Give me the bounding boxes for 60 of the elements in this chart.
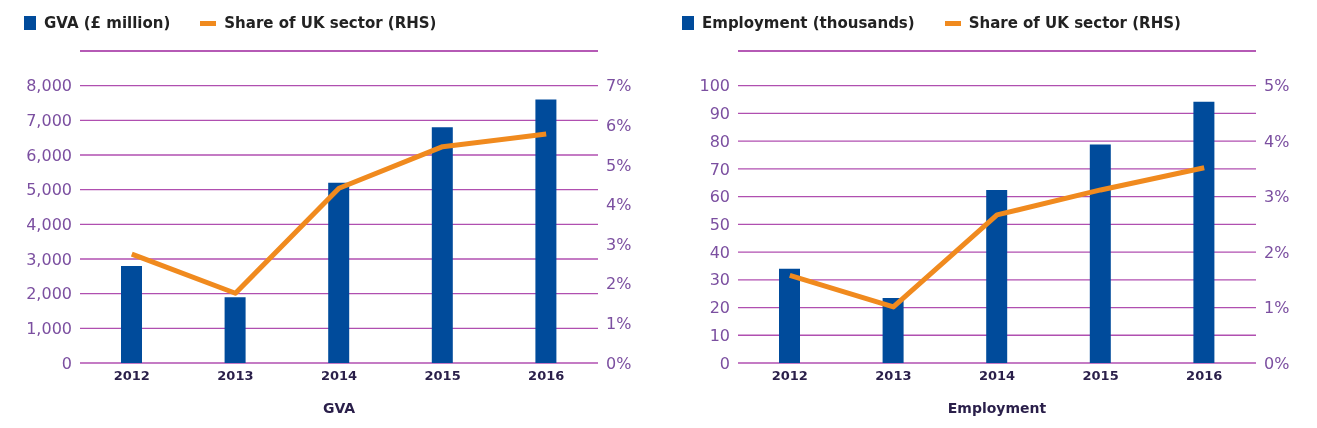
y-tick-label: 30	[709, 270, 730, 290]
y-tick-label: 20	[709, 298, 730, 318]
bar	[779, 268, 800, 363]
x-tick-label: 2014	[978, 368, 1016, 384]
y-tick-label: 0	[719, 353, 730, 373]
x-tick-label: 2013	[217, 368, 254, 384]
legend-label: GVA (£ million)	[44, 14, 171, 32]
x-axis-title: Employment	[947, 400, 1047, 416]
bar	[882, 298, 904, 363]
legend-label: Share of UK sector (RHS)	[224, 14, 437, 32]
y2-tick-label: 4%	[1264, 131, 1290, 151]
y-tick-label: 5,000	[26, 180, 72, 200]
y2-tick-label: 6%	[606, 115, 632, 135]
y2-tick-label: 2%	[1264, 242, 1290, 262]
bar	[1089, 144, 1111, 363]
legend-label: Share of UK sector (RHS)	[968, 14, 1181, 32]
y-tick-label: 6,000	[26, 145, 72, 165]
x-tick-label: 2013	[875, 368, 912, 384]
y-tick-label: 50	[709, 215, 730, 235]
y-tick-label: 100	[699, 76, 730, 96]
y2-tick-label: 1%	[1264, 298, 1290, 318]
y-tick-label: 0	[61, 353, 72, 373]
y2-tick-label: 7%	[606, 76, 632, 96]
y-tick-label: 4,000	[26, 215, 72, 235]
bar	[535, 99, 557, 363]
bar	[431, 127, 453, 363]
y-tick-label: 3,000	[26, 249, 72, 269]
y-tick-label: 2,000	[26, 284, 72, 304]
bar	[328, 182, 350, 363]
x-tick-label: 2014	[320, 368, 358, 384]
y-tick-label: 7,000	[26, 111, 72, 131]
y2-tick-label: 4%	[606, 195, 632, 215]
x-tick-label: 2016	[1186, 368, 1223, 384]
y-tick-label: 40	[709, 242, 730, 262]
legend-label: Employment (thousands)	[702, 14, 915, 32]
y2-tick-label: 2%	[606, 274, 632, 294]
y-tick-label: 60	[709, 187, 730, 207]
y-tick-label: 8,000	[26, 76, 72, 96]
y-tick-label: 70	[709, 159, 730, 179]
x-tick-label: 2012	[113, 368, 150, 384]
y-tick-label: 90	[709, 104, 730, 124]
x-tick-label: 2012	[771, 368, 808, 384]
x-axis-title: GVA	[322, 400, 356, 416]
x-tick-label: 2015	[424, 368, 461, 384]
y2-tick-label: 3%	[1264, 187, 1290, 207]
bar	[986, 189, 1008, 363]
y2-tick-label: 5%	[1264, 76, 1290, 96]
y-tick-label: 10	[709, 325, 730, 345]
y2-tick-label: 0%	[1264, 353, 1290, 373]
y-tick-label: 1,000	[26, 319, 72, 339]
y2-tick-label: 1%	[606, 314, 632, 334]
y-tick-label: 80	[709, 131, 730, 151]
x-tick-label: 2015	[1082, 368, 1119, 384]
y2-tick-label: 3%	[606, 234, 632, 254]
bar	[1193, 101, 1215, 363]
x-tick-label: 2016	[528, 368, 565, 384]
bar	[224, 297, 246, 363]
bar	[121, 265, 142, 363]
y2-tick-label: 0%	[606, 353, 632, 373]
y2-tick-label: 5%	[606, 155, 632, 175]
